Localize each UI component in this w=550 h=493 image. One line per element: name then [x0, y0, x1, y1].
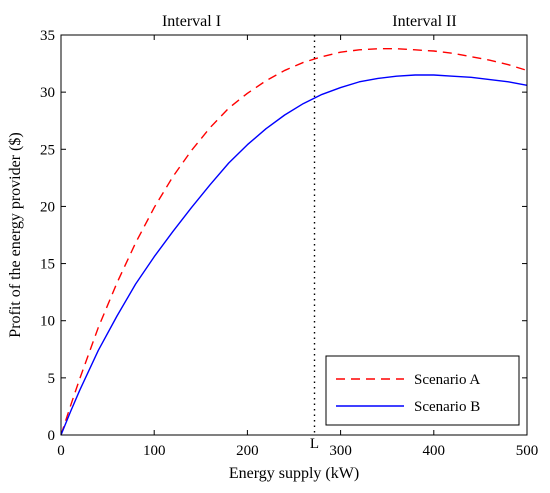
x-tick-label: 400 [423, 443, 446, 459]
series-line-scenario-a [60, 48, 528, 436]
interval-1-label: Interval I [162, 13, 221, 30]
tick-layer: 0 100 200 300 400 500 0 5 10 15 20 25 30 35 [40, 28, 538, 459]
legend-box [325, 355, 520, 426]
series-line-scenario-b [60, 74, 528, 436]
y-tick-label: 30 [40, 85, 55, 101]
x-tick-label: 100 [143, 443, 166, 459]
x-axis-label: Energy supply (kW) [229, 465, 359, 482]
y-axis-label: Profit of the energy provider ($) [7, 132, 24, 337]
legend-label-scenario-a: Scenario A [414, 372, 480, 388]
y-tick-label: 0 [48, 428, 56, 444]
x-tick-label: 300 [329, 443, 352, 459]
x-tick-label: 0 [57, 443, 65, 459]
y-tick-label: 20 [40, 199, 55, 215]
x-tick-label: 500 [516, 443, 539, 459]
y-tick-label: 25 [40, 142, 55, 158]
y-tick-label: 15 [40, 257, 55, 273]
legend: Scenario A Scenario B [325, 355, 520, 426]
y-tick-label: 35 [40, 28, 55, 44]
x-tick-label: 200 [236, 443, 259, 459]
y-tick-label: 5 [48, 371, 56, 387]
data-layer [60, 35, 528, 436]
legend-label-scenario-b: Scenario B [414, 399, 480, 415]
interval-2-label: Interval II [392, 13, 456, 30]
divider-label: L [310, 436, 319, 452]
plot-frame [60, 34, 528, 436]
y-tick-label: 10 [40, 314, 55, 330]
